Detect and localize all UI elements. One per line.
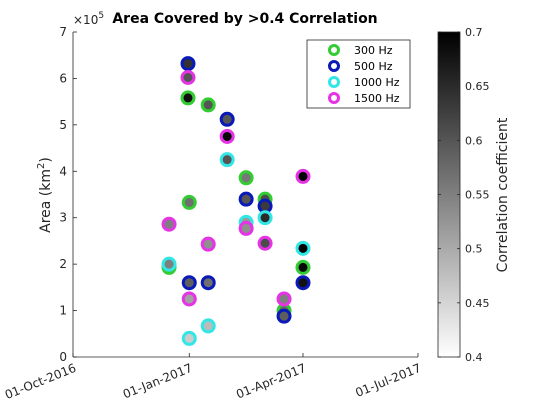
y-tick-label-5: 5 — [59, 118, 67, 132]
marker-300hz-4 — [238, 170, 254, 186]
marker-1500hz-7 — [276, 291, 292, 307]
marker-300hz-7 — [295, 259, 311, 275]
chart-title: Area Covered by >0.4 Correlation — [112, 11, 377, 27]
y-tick-label-1: 1 — [59, 304, 67, 318]
cb-tick-label-0: 0.4 — [465, 351, 483, 364]
marker-500hz-1 — [181, 275, 197, 291]
cb-tick-label-2: 0.5 — [465, 243, 483, 256]
marker-300hz-2 — [181, 194, 197, 210]
marker-500hz-7 — [295, 275, 311, 291]
marker-1500hz-2 — [181, 291, 197, 307]
colorbar-label: Correlation coefficient — [495, 117, 511, 272]
legend-label-2: 1000 Hz — [354, 76, 400, 89]
y-exponent: ×105 — [73, 11, 104, 27]
cb-tick-label-6: 0.7 — [465, 26, 483, 39]
y-tick-label-2: 2 — [59, 257, 67, 271]
marker-1000hz-5 — [257, 210, 273, 226]
y-axis-label: Area (km2) — [36, 157, 54, 233]
cb-tick-label-4: 0.6 — [465, 134, 483, 147]
legend-label-1: 500 Hz — [354, 60, 393, 73]
colorbar — [437, 31, 461, 358]
marker-300hz-1 — [180, 90, 196, 106]
cb-tick-label-1: 0.45 — [465, 297, 490, 310]
y-tick-label-4: 4 — [59, 164, 67, 178]
marker-1500hz-3 — [200, 236, 216, 252]
y-label-end: ) — [38, 157, 54, 162]
x-tick-label-3: 01-Jul-2017 — [353, 361, 423, 400]
legend-marker-1 — [328, 60, 340, 72]
legend-box — [306, 39, 411, 109]
y-tick-label-3: 3 — [59, 211, 67, 225]
x-tick-label-1: 01-Jan-2017 — [121, 361, 195, 402]
marker-500hz-3 — [219, 111, 235, 127]
legend-label-3: 1500 Hz — [354, 92, 400, 105]
x-tick-label-2: 01-Apr-2017 — [234, 361, 308, 402]
marker-1500hz-0 — [161, 216, 177, 232]
marker-1000hz-6 — [295, 240, 311, 256]
marker-1500hz-6 — [257, 235, 273, 251]
legend-marker-2 — [328, 76, 340, 88]
cb-tick-label-3: 0.55 — [465, 189, 490, 202]
marker-300hz-3 — [200, 97, 216, 113]
legend-marker-0 — [328, 44, 340, 56]
y-label-main: Area (km — [38, 169, 54, 233]
marker-1500hz-1 — [180, 70, 196, 85]
marker-1000hz-3 — [219, 152, 235, 168]
marker-500hz-4 — [238, 191, 254, 207]
marker-1500hz-5 — [238, 220, 254, 236]
marker-500hz-2 — [200, 275, 216, 291]
marker-1000hz-1 — [181, 330, 197, 346]
marker-1000hz-0 — [161, 256, 177, 272]
y-exponent-base: ×10 — [73, 13, 98, 27]
marker-1000hz-2 — [200, 318, 216, 334]
y-tick-label-7: 7 — [59, 25, 67, 39]
legend-marker-3 — [328, 92, 340, 104]
y-exponent-power: 5 — [98, 11, 104, 21]
axes-layer — [72, 32, 418, 358]
marker-1500hz-4 — [219, 128, 235, 144]
marker-500hz-6 — [276, 308, 292, 324]
markers-layer — [161, 56, 311, 346]
x-tick-label-0: 01-Oct-2016 — [3, 361, 78, 402]
legend-label-0: 300 Hz — [354, 44, 393, 57]
cb-tick-label-5: 0.65 — [465, 80, 490, 93]
y-tick-label-0: 0 — [59, 350, 67, 364]
y-label-sup: 2 — [36, 163, 47, 169]
marker-1500hz-8 — [295, 168, 311, 184]
marker-500hz-0 — [180, 56, 196, 72]
y-tick-label-6: 6 — [59, 71, 67, 85]
legend: 300 Hz 500 Hz 1000 Hz 1500 Hz — [306, 39, 411, 109]
colorbar-ticks: 0.4 0.45 0.5 0.55 0.6 0.65 0.7 — [438, 26, 490, 364]
